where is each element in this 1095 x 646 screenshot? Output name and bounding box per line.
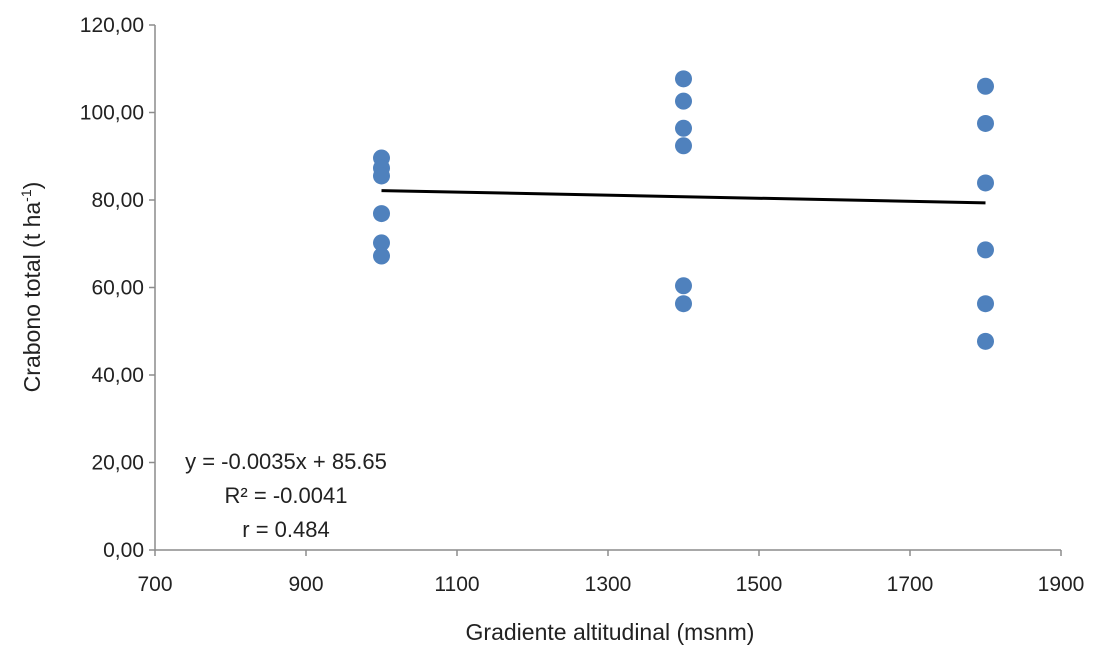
x-tick-label: 700 [137, 573, 172, 596]
data-point [373, 205, 390, 223]
data-point [977, 332, 994, 350]
data-point [977, 174, 994, 192]
data-point [977, 241, 994, 259]
y-axis-title-main: Crabono total (t ha [19, 202, 45, 393]
x-tick-label: 1500 [736, 573, 783, 596]
y-tick-label: 60,00 [91, 277, 144, 300]
data-point [675, 70, 692, 88]
data-point [977, 114, 994, 132]
data-point [675, 119, 692, 137]
x-tick-label: 1100 [434, 573, 479, 596]
data-points [373, 70, 994, 350]
ticks: 0,00 20,00 40,00 60,00 80,00 100,00 120,00 700 9… [80, 14, 1085, 596]
data-point [675, 137, 692, 155]
r-annotation: r = 0.484 [242, 517, 329, 542]
trendline [381, 189, 986, 205]
data-point [675, 92, 692, 110]
data-point [373, 247, 390, 265]
y-axis-title-superscript: -1 [18, 189, 34, 202]
trendline-group [381, 189, 986, 205]
equation-annotation: y = -0.0035x + 85.65 [185, 449, 387, 474]
y-tick-label: 80,00 [91, 189, 144, 212]
data-point [675, 295, 692, 313]
x-tick-label: 1700 [887, 573, 934, 596]
y-tick-label: 100,00 [80, 102, 144, 125]
data-point [977, 77, 994, 95]
data-point [373, 234, 390, 252]
y-tick-label: 40,00 [91, 364, 144, 387]
data-point [977, 295, 994, 313]
r-squared-annotation: R² = -0.0041 [225, 483, 348, 508]
y-tick-label: 120,00 [80, 14, 144, 37]
y-tick-label: 20,00 [91, 452, 144, 475]
x-axis-title: Gradiente altitudinal (msnm) [466, 619, 755, 645]
x-tick-label: 1300 [585, 573, 632, 596]
data-point [373, 167, 390, 185]
x-tick-label: 1900 [1038, 573, 1085, 596]
x-tick-label: 900 [288, 573, 323, 596]
y-axis-title-suffix: ) [19, 182, 45, 190]
y-axis-title: Crabono total (t ha-1) [18, 182, 45, 393]
y-tick-label: 0,00 [103, 539, 144, 562]
data-point [675, 277, 692, 295]
